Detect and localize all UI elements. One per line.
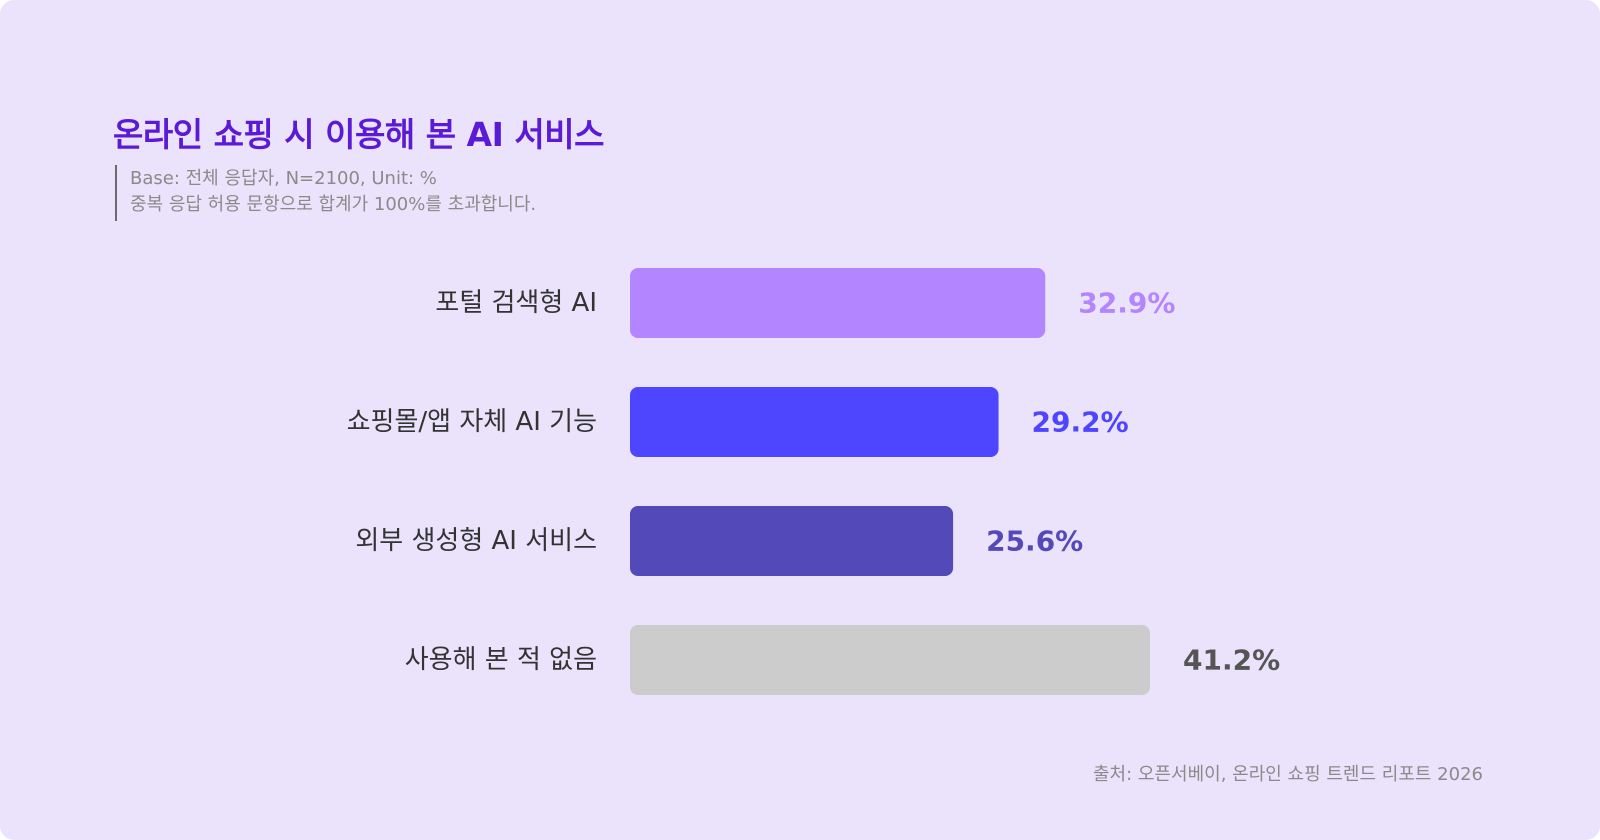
value-label: 29.2% [1032, 406, 1129, 439]
bar [630, 268, 1046, 338]
bar-row: 외부 생성형 AI 서비스 25.6% [355, 506, 1083, 576]
category-label: 외부 생성형 AI 서비스 [355, 526, 597, 556]
source-note: 출처: 오픈서베이, 온라인 쇼핑 트렌드 리포트 2026 [1092, 764, 1483, 785]
bar [630, 625, 1150, 695]
chart-title: 온라인 쇼핑 시 이용해 본 AI 서비스 [113, 115, 604, 154]
bar [630, 387, 999, 457]
bar-row: 포털 검색형 AI 32.9% [435, 268, 1175, 338]
category-label: 사용해 본 적 없음 [405, 645, 597, 675]
bar-row: 사용해 본 적 없음 41.2% [405, 625, 1280, 695]
category-label: 쇼핑몰/앱 자체 AI 기능 [347, 407, 597, 437]
base-note: Base: 전체 응답자, N=2100, Unit: % [130, 168, 437, 189]
category-label: 포털 검색형 AI [435, 288, 597, 318]
value-label: 41.2% [1183, 644, 1280, 677]
value-label: 25.6% [986, 525, 1083, 558]
multiple-response-note: 중복 응답 허용 문항으로 합계가 100%를 초과합니다. [130, 194, 537, 215]
bar [630, 506, 954, 576]
bar-row: 쇼핑몰/앱 자체 AI 기능 29.2% [347, 387, 1129, 457]
chart-notes: Base: 전체 응답자, N=2100, Unit: % 중복 응답 허용 문… [115, 165, 536, 221]
value-label: 32.9% [1078, 287, 1175, 320]
